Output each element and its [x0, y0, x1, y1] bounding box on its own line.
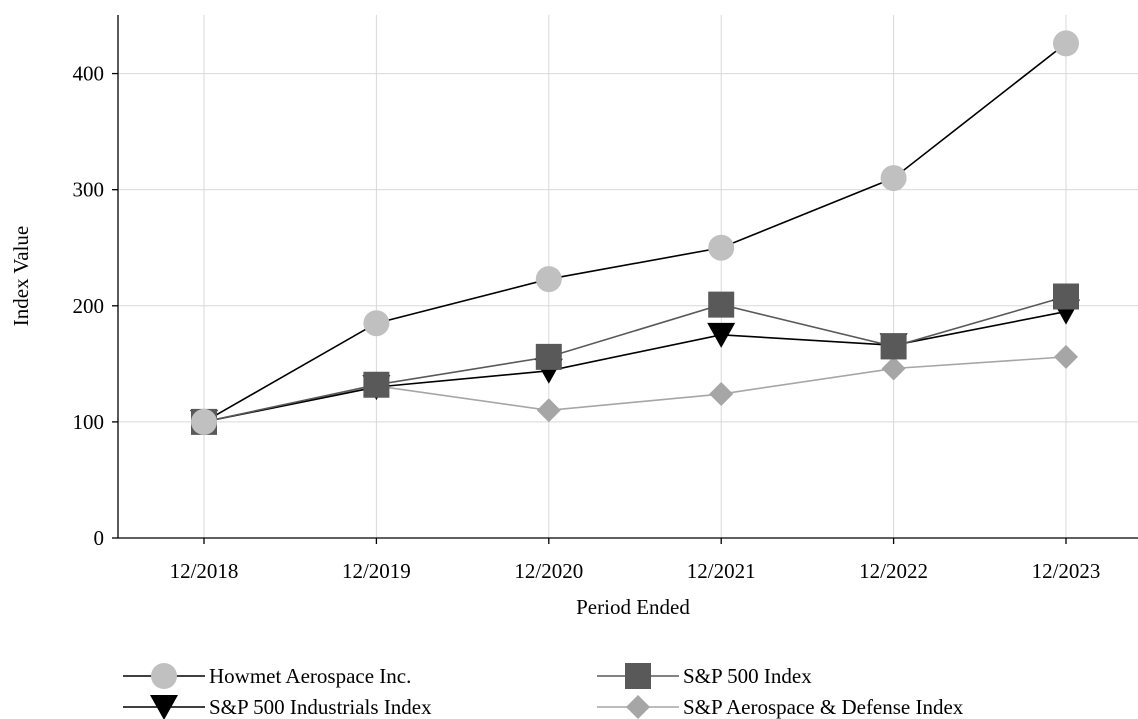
y-tick-label: 400	[73, 62, 105, 86]
series-line-1	[203, 295, 1067, 423]
x-tick-label: 12/2019	[342, 559, 411, 583]
series-markers-3	[192, 344, 1078, 434]
series-line-0	[203, 42, 1067, 423]
data-point	[708, 234, 735, 261]
y-tick-label: 300	[73, 178, 105, 202]
x-tick-label: 12/2021	[687, 559, 756, 583]
legend-marker	[625, 663, 651, 689]
y-tick-label: 0	[94, 526, 105, 550]
data-point	[880, 333, 907, 360]
legend-item: S&P 500 Industrials Index	[123, 695, 432, 719]
data-point	[1053, 30, 1079, 57]
x-axis-label: Period Ended	[576, 595, 690, 619]
series-markers-0	[191, 30, 1079, 435]
data-point	[1054, 344, 1078, 369]
data-point	[191, 408, 217, 435]
y-tick-label: 200	[73, 294, 105, 318]
legend-label: S&P 500 Industrials Index	[209, 695, 432, 719]
x-tick-label: 12/2023	[1032, 559, 1101, 583]
x-tick-label: 12/2020	[514, 559, 583, 583]
data-point	[709, 382, 734, 407]
data-point	[535, 266, 562, 293]
series-markers-2	[190, 299, 1080, 435]
legend-label: S&P Aerospace & Defense Index	[683, 695, 964, 719]
legend-marker	[150, 695, 178, 719]
y-axis-label: Index Value	[9, 226, 33, 327]
data-point	[535, 343, 562, 370]
axes	[117, 15, 1138, 539]
x-tick-label: 12/2022	[859, 559, 928, 583]
x-tick-labels: 12/2018 12/2019 12/2020 12/2021 12/2022 12/20…	[170, 538, 1101, 583]
data-point	[1053, 283, 1079, 310]
series-line-3	[203, 356, 1067, 423]
legend-item: S&P Aerospace & Defense Index	[597, 695, 964, 719]
data-point	[536, 398, 561, 423]
y-tick-label: 100	[73, 410, 105, 434]
legend-item: S&P 500 Index	[597, 663, 812, 689]
data-point	[708, 291, 735, 318]
data-point	[707, 322, 736, 348]
legend-label: Howmet Aerospace Inc.	[209, 664, 411, 688]
y-tick-labels: 0 100 200 300 400	[73, 62, 118, 550]
series-group	[190, 30, 1080, 435]
data-point	[363, 371, 390, 398]
x-tick-label: 12/2018	[170, 559, 239, 583]
legend-marker	[626, 695, 650, 719]
data-point	[363, 310, 390, 337]
gridlines	[118, 15, 1138, 538]
series-line-2	[203, 310, 1067, 423]
legend-marker	[151, 663, 177, 689]
legend-item: Howmet Aerospace Inc.	[123, 663, 411, 689]
data-point	[880, 165, 907, 192]
legend-label: S&P 500 Index	[683, 664, 812, 688]
data-point	[881, 356, 906, 381]
legend: Howmet Aerospace Inc. S&P 500 Index S&P 50…	[123, 663, 964, 719]
